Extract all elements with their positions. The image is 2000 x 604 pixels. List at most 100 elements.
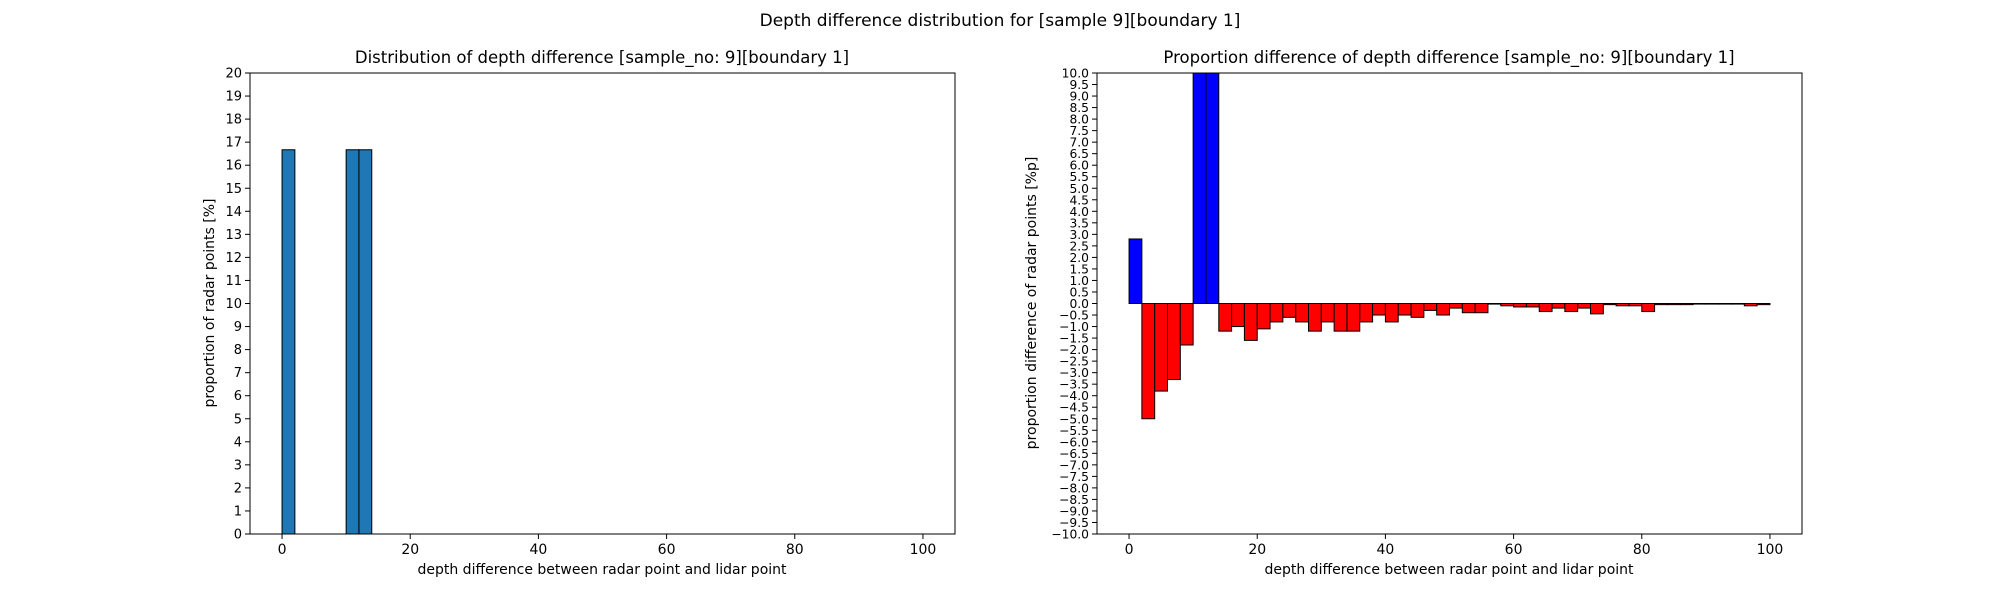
bar [1333,303,1348,332]
y-tick-label: −7.5 [1059,470,1089,484]
y-tick-label: 4 [234,435,242,450]
y-tick-label: −1.0 [1059,320,1089,334]
bar [1615,303,1630,307]
y-tick-label: 2.0 [1069,251,1089,265]
bar [1705,303,1720,305]
proportion-difference-chart: Proportion difference of depth differenc… [1024,48,1803,578]
bar [1474,303,1489,314]
bar [1218,303,1233,332]
bar [1397,303,1412,316]
y-tick-label: −8.5 [1059,493,1089,507]
y-tick-label: 2.5 [1069,239,1089,253]
y-tick-label: −6.5 [1059,447,1089,461]
bars-group [1128,72,1771,420]
bar [1141,303,1156,420]
x-axis-label: depth difference between radar point and… [1264,562,1634,578]
x-tick-label: 100 [910,542,937,558]
bar [1538,303,1553,313]
y-tick-label: 6 [234,389,242,404]
bar [358,149,373,535]
y-tick-label: −9.0 [1059,504,1089,518]
x-tick-label: 80 [1633,542,1651,558]
y-tick-label: 9 [234,320,242,335]
bar [281,149,296,535]
y-tick-label: 4.5 [1069,193,1089,207]
y-tick-label: 5 [234,412,242,427]
bar [1205,72,1220,304]
bar [1500,303,1515,307]
bar [1654,303,1668,306]
y-tick-label: 18 [225,113,242,128]
y-tick-label: −2.0 [1059,343,1089,357]
bar [1128,238,1143,305]
y-tick-label: 11 [225,274,242,289]
plot-frame [249,72,956,535]
figure-suptitle: Depth difference distribution for [sampl… [760,11,1241,31]
bar [1423,303,1438,311]
y-tick-label: 1.0 [1069,274,1089,288]
y-tick-label: 1.5 [1069,262,1089,276]
x-ticks: 0 20 40 60 80 100 [278,534,937,558]
x-ticks: 0 20 40 60 80 100 [1125,534,1783,558]
x-tick-label: 80 [786,542,804,558]
y-tick-label: 14 [225,205,242,220]
y-tick-label: −3.5 [1059,378,1089,392]
bar [1154,303,1169,392]
bar [1410,303,1425,318]
bar [1359,303,1374,323]
y-tick-label: 8.5 [1069,101,1089,115]
bar [1179,303,1194,346]
y-tick-label: 9.5 [1069,78,1089,92]
x-tick-label: 40 [1376,542,1394,558]
y-tick-label: 16 [225,159,242,174]
y-tick-label: 3.0 [1069,228,1089,242]
bar [1577,303,1592,309]
distribution-chart: Distribution of depth difference [sample… [202,48,956,578]
bar [1487,303,1502,305]
y-tick-label: 3 [234,458,242,473]
y-tick-label: 10 [225,297,242,312]
bar [1372,303,1386,316]
y-tick-label: 3.5 [1069,216,1089,230]
y-tick-label: −4.5 [1059,401,1089,415]
x-tick-label: 60 [658,542,676,558]
bar [1551,303,1566,309]
y-tick-label: −4.0 [1059,389,1089,403]
y-tick-label: 7.0 [1069,136,1089,150]
y-tick-label: 5.5 [1069,170,1089,184]
y-tick-label: 12 [225,251,242,266]
y-tick-label: 7 [234,366,242,381]
bar [1602,303,1617,306]
bar [1384,303,1399,323]
y-tick-label: −8.0 [1059,481,1089,495]
y-tick-label: −0.5 [1059,309,1089,323]
x-tick-label: 40 [529,542,547,558]
bar [1320,303,1335,323]
y-axis-label: proportion of radar points [%] [202,198,218,407]
y-tick-label: 7.5 [1069,124,1089,138]
bar [1461,303,1476,314]
x-axis-label: depth difference between radar point and… [417,562,787,578]
bar [1282,303,1297,318]
bar [1718,303,1733,305]
y-tick-label: 2 [234,481,242,496]
y-tick-label: 8 [234,343,242,358]
bar [1692,303,1707,305]
bar [1167,303,1181,381]
y-tick-label: 5.0 [1069,182,1089,196]
bar [1346,303,1361,332]
bar [1756,303,1771,306]
y-axis-label: proportion difference of radar points [%… [1024,157,1040,450]
x-tick-label: 0 [278,542,287,558]
y-tick-label: 0 [234,528,242,543]
bar [1590,303,1604,315]
bar [1564,303,1579,313]
bar [1308,303,1322,332]
bar [1513,303,1527,308]
y-tick-label: 20 [225,67,242,82]
bar [1743,303,1758,307]
y-tick-label: 1 [234,504,242,519]
y-tick-label: 6.5 [1069,147,1089,161]
bar [1256,303,1271,330]
